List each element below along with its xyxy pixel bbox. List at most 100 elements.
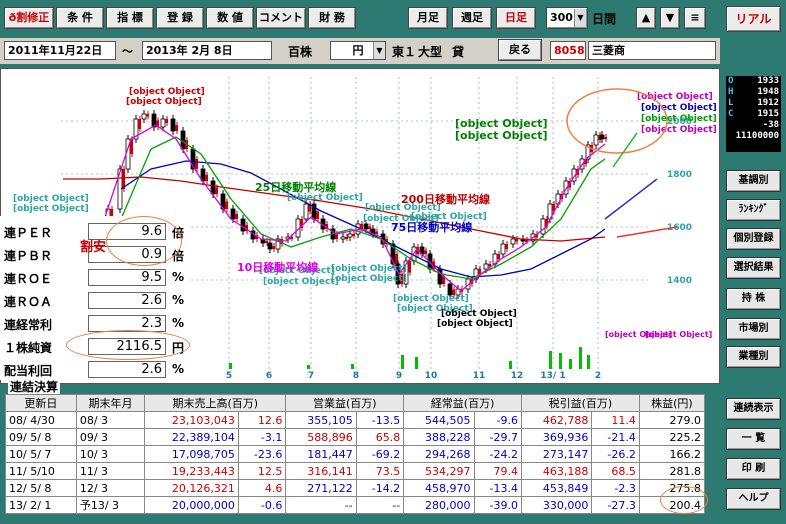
table-cell: 181,447 — [285, 445, 357, 463]
table-title: 連結決算 — [8, 378, 61, 395]
candle-body — [175, 125, 178, 131]
candle-body — [363, 223, 369, 230]
candle-body — [280, 239, 283, 244]
ma10-label: 10日移動平均線 — [237, 260, 318, 274]
indicator-button[interactable]: 指 標 — [106, 7, 154, 29]
side-button-holdings[interactable]: 持 株 — [726, 288, 781, 310]
chart-annotation: [object Object] — [331, 264, 407, 274]
side-button-print[interactable]: 印 刷 — [726, 458, 781, 480]
side-button-help[interactable]: ヘルプ — [726, 488, 781, 510]
date-from-field[interactable]: 2011年11月22日 — [4, 41, 116, 60]
candle-body — [540, 218, 546, 235]
daily-button[interactable]: 日足 — [496, 7, 536, 29]
info-bar: 2011年11月22日 〜 2013年 2月 8日 百株 円 ▼ 東１ 大型 貸 … — [0, 38, 720, 64]
candle-body — [267, 242, 273, 250]
candle-body — [146, 114, 149, 117]
date-to-field[interactable]: 2013年 2月 8日 — [142, 41, 272, 60]
table-cell: -27.3 — [591, 496, 640, 514]
table-cell: 10/ 5/ 7 — [5, 445, 77, 463]
monthly-button[interactable]: 月足 — [408, 7, 448, 29]
table-row: 08/ 4/30 08/ 3 23,103,043 12.6 355,105 -13.5 5… — [5, 411, 706, 429]
candle-body — [478, 269, 481, 274]
x-tick-label: 7 — [308, 371, 314, 381]
back-button[interactable]: 戻る — [498, 39, 542, 61]
chart-annotation: [object Object] — [641, 125, 717, 135]
chart-annotation: [object Object] — [331, 274, 407, 284]
side-button-sector[interactable]: 業種別 — [726, 346, 781, 368]
candle-body — [316, 211, 319, 219]
menu-icon: ≡ — [690, 11, 700, 24]
table-cell: -0.6 — [237, 496, 287, 514]
table-cell: 369,936 — [521, 428, 593, 446]
candle-body — [408, 261, 411, 273]
table-cell: 330,000 — [521, 496, 593, 514]
days-unit: 日間 — [592, 12, 617, 26]
scroll-up-button[interactable]: ▲ — [636, 7, 656, 29]
finance-button[interactable]: 財 務 — [308, 7, 356, 29]
candle-body — [255, 235, 258, 239]
col-ordinary: 経常益(百万) — [403, 394, 523, 412]
ohlc-low: L 1912 — [728, 98, 779, 108]
ohlc-volume: 11100000 — [735, 131, 779, 141]
candle-body — [500, 243, 506, 255]
stock-code-field[interactable]: 8058 — [550, 41, 586, 60]
chevron-down-icon: ▼ — [373, 42, 385, 59]
table-cell: 11/ 3 — [75, 462, 146, 480]
table-cell: 4.6 — [237, 479, 287, 497]
table-cell: 12/ 3 — [75, 479, 146, 497]
x-tick-label: 12 — [511, 371, 524, 381]
condition-button[interactable]: 条 件 — [56, 7, 104, 29]
table-cell: 12/ 5/ 8 — [5, 479, 77, 497]
table-cell: 79.4 — [473, 462, 523, 480]
realtime-button[interactable]: リアル — [726, 6, 781, 32]
side-button-continuous[interactable]: 連続表示 — [726, 398, 781, 420]
side-button-market[interactable]: 市場別 — [726, 318, 781, 340]
table-cell: -13.4 — [473, 479, 523, 497]
side-button-ranking[interactable]: ﾗﾝｷﾝｸﾞ — [726, 199, 781, 221]
col-updated: 更新日 — [5, 394, 77, 412]
scroll-down-button[interactable]: ▼ — [660, 7, 680, 29]
candle-body — [545, 219, 548, 227]
side-button-selection-result[interactable]: 選択結果 — [726, 257, 781, 279]
side-button-trend[interactable]: 基調別 — [726, 170, 781, 192]
table-cell: -39.0 — [473, 496, 523, 514]
split-adjust-button[interactable]: ð割修正 — [4, 7, 54, 29]
side-button-individual-register[interactable]: 個別登録 — [726, 228, 781, 250]
table-cell: 11.4 — [591, 411, 640, 429]
table-cell: 355,105 — [285, 411, 357, 429]
days-select[interactable]: 300 ▼ — [546, 7, 588, 29]
weekly-button[interactable]: 週足 — [452, 7, 492, 29]
chart-annotation: [object Object] — [13, 204, 89, 214]
chart-annotation: [object Object] — [263, 277, 339, 287]
currency-select[interactable]: 円 ▼ — [330, 41, 386, 60]
candle-body — [400, 274, 403, 284]
table-cell: 273,147 — [521, 445, 593, 463]
candle-body — [510, 238, 516, 245]
x-tick-label: 10 — [425, 371, 438, 381]
candle-body — [424, 250, 427, 254]
numeric-button[interactable]: 数 値 — [206, 7, 254, 29]
side-button-list[interactable]: 一 覧 — [726, 428, 781, 450]
table-cell: 294,268 — [403, 445, 475, 463]
indicator-ordinary-margin: 連経常利 2.3% — [4, 315, 184, 332]
candle-body — [300, 219, 303, 228]
chart-annotation: [object Object] — [365, 203, 441, 213]
date-separator: 〜 — [122, 45, 133, 58]
candle-body — [110, 209, 113, 219]
candle-body — [395, 254, 398, 264]
table-row: 11/ 5/10 11/ 3 19,233,443 12.5 316,141 73.5 53… — [5, 462, 706, 480]
candle-body — [138, 119, 141, 129]
candle-body — [240, 218, 246, 232]
x-tick-label: 5 — [226, 371, 232, 381]
comment-button[interactable]: コメント — [256, 7, 306, 29]
table-cell: 20,126,321 — [144, 479, 239, 497]
candle-body — [416, 247, 419, 254]
ohlc-change: -38 — [762, 120, 779, 130]
register-button[interactable]: 登 録 — [156, 7, 204, 29]
chevron-down-icon: ▼ — [574, 9, 586, 27]
drawn-line — [612, 132, 638, 168]
table-cell: -26.2 — [591, 445, 640, 463]
table-cell: 23,103,043 — [144, 411, 239, 429]
menu-button[interactable]: ≡ — [684, 7, 706, 29]
candle-body — [245, 225, 248, 231]
